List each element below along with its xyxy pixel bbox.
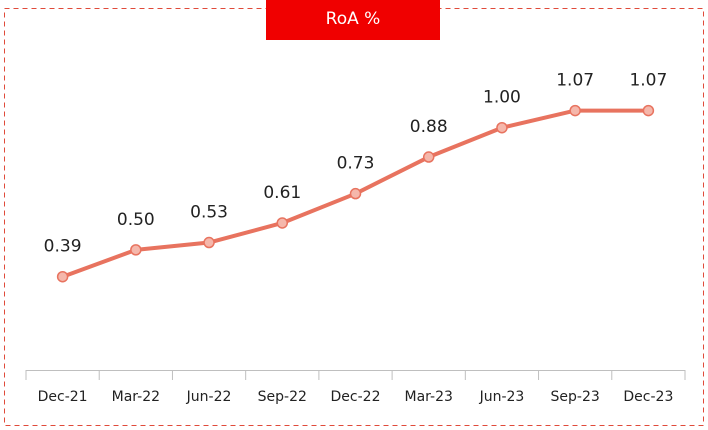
x-tick-label: Dec-22 — [331, 389, 381, 405]
x-tick-label: Sep-22 — [258, 389, 307, 405]
x-tick-label: Jun-22 — [186, 389, 232, 405]
chart-border — [4, 8, 704, 426]
marker — [422, 151, 435, 163]
data-label: 1.07 — [629, 71, 667, 91]
marker — [642, 104, 655, 117]
x-tick-label: Jun-23 — [479, 389, 525, 405]
data-label: 0.88 — [410, 117, 448, 137]
x-tick-label: Sep-23 — [551, 389, 600, 405]
data-label: 1.00 — [483, 88, 521, 108]
x-tick-label: Mar-22 — [112, 389, 160, 405]
marker — [56, 270, 69, 283]
x-tick-label: Dec-23 — [623, 389, 673, 405]
data-label: 0.39 — [44, 237, 82, 257]
x-tick-label: Mar-23 — [405, 389, 453, 405]
chart-title: RoA % — [326, 9, 381, 29]
marker — [496, 121, 508, 134]
x-tick-label: Dec-21 — [38, 389, 88, 405]
marker — [276, 217, 289, 229]
marker — [203, 236, 215, 249]
data-label: 0.73 — [337, 154, 375, 174]
data-label: 0.61 — [263, 183, 301, 203]
marker — [130, 244, 142, 256]
data-label: 0.50 — [117, 210, 155, 230]
data-label: 1.07 — [556, 71, 594, 91]
marker — [349, 187, 362, 200]
title-box — [266, 0, 440, 40]
data-label: 0.53 — [190, 203, 228, 223]
marker — [569, 104, 581, 117]
